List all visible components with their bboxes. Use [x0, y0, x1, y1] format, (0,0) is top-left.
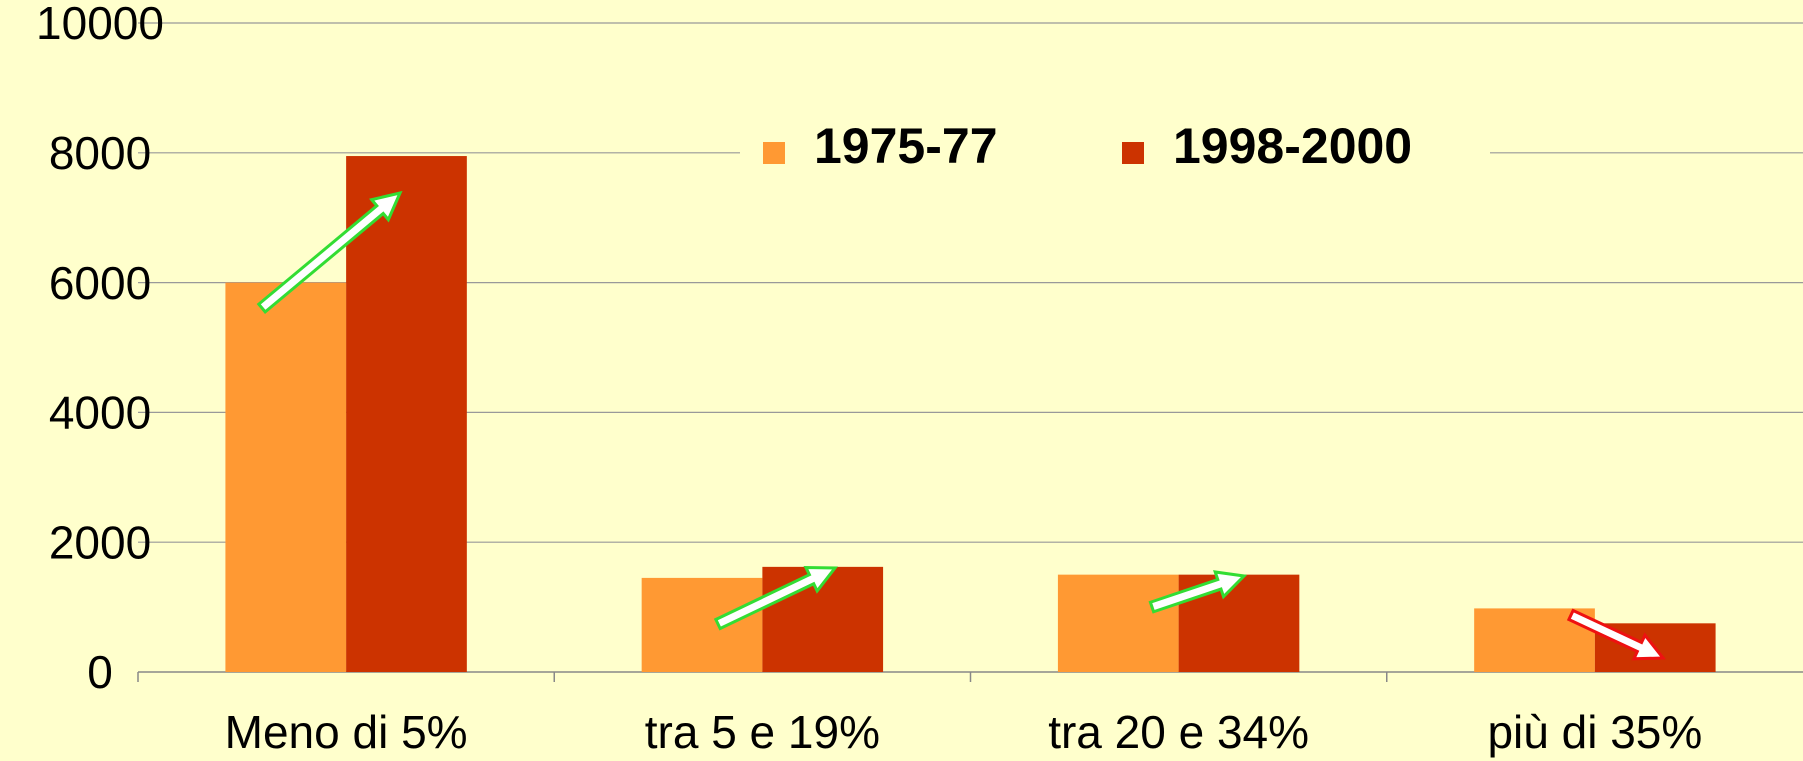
y-tick-label: 8000 [49, 127, 151, 179]
trend-arrow [256, 190, 403, 314]
legend-swatch [1122, 142, 1144, 164]
legend-label: 1998-2000 [1173, 118, 1412, 174]
trend-arrow [1148, 570, 1248, 614]
bar [641, 577, 763, 672]
legend-label: 1975-77 [814, 118, 998, 174]
legend-background [740, 110, 1490, 195]
x-tick-label: più di 35% [1487, 706, 1702, 758]
trend-arrow [713, 565, 839, 631]
y-tick-label: 4000 [49, 387, 151, 439]
labels: 0 2000 4000 6000 8000 10000 Meno di 5% tra 5 e … [36, 0, 1702, 758]
arrows [256, 190, 1667, 661]
y-tick-label: 2000 [49, 516, 151, 568]
bar [225, 282, 347, 672]
x-tick-label: Meno di 5% [225, 706, 468, 758]
bar [1057, 574, 1179, 672]
y-tick-label: 6000 [49, 257, 151, 309]
x-tick-label: tra 20 e 34% [1048, 706, 1309, 758]
y-tick-label: 10000 [36, 0, 164, 49]
y-tick-label: 0 [87, 646, 113, 698]
bars [225, 156, 1716, 673]
legend-swatch [763, 142, 785, 164]
x-tick-label: tra 5 e 19% [645, 706, 880, 758]
bar [346, 156, 467, 673]
trend-arrow [1566, 608, 1667, 661]
